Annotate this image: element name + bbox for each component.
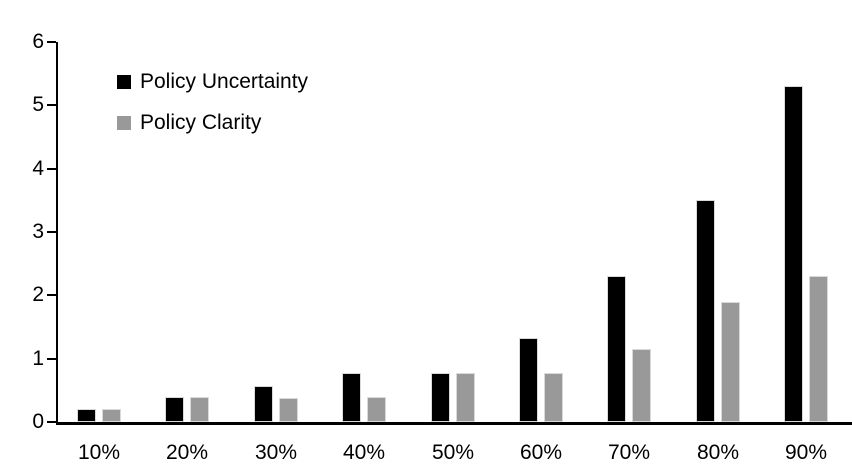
legend-item-policy-clarity: Policy Clarity xyxy=(117,109,308,137)
x-tick-label-40-: 40% xyxy=(342,441,386,464)
y-tick-label-6: 6 xyxy=(32,30,44,53)
legend: Policy Uncertainty Policy Clarity xyxy=(117,68,308,137)
y-tick-mark-5 xyxy=(47,104,56,107)
bar-policy-uncertainty-50- xyxy=(431,373,450,422)
bar-policy-uncertainty-10- xyxy=(77,409,96,422)
y-tick-mark-6 xyxy=(47,41,56,43)
legend-swatch-icon xyxy=(117,75,131,89)
x-tick-label-80-: 80% xyxy=(696,441,740,464)
x-tick-label-10-: 10% xyxy=(77,441,121,464)
bar-policy-clarity-20- xyxy=(190,397,209,422)
y-tick-label-3: 3 xyxy=(32,220,44,243)
bar-policy-clarity-10- xyxy=(102,409,121,422)
y-axis-line xyxy=(56,42,58,422)
bar-policy-clarity-40- xyxy=(367,397,386,422)
y-tick-label-4: 4 xyxy=(32,156,44,180)
legend-item-policy-uncertainty: Policy Uncertainty xyxy=(117,68,308,96)
bar-policy-uncertainty-80- xyxy=(696,200,715,422)
y-tick-mark-1 xyxy=(47,357,56,360)
bar-policy-clarity-80- xyxy=(721,302,740,422)
bar-policy-clarity-30- xyxy=(279,398,298,422)
bar-policy-uncertainty-20- xyxy=(165,397,184,422)
y-tick-label-1: 1 xyxy=(32,346,44,370)
bar-policy-uncertainty-30- xyxy=(254,386,273,422)
bar-policy-uncertainty-40- xyxy=(342,373,361,422)
x-tick-label-70-: 70% xyxy=(607,441,651,464)
x-axis-line xyxy=(56,422,852,425)
y-tick-mark-4 xyxy=(47,167,56,170)
x-tick-label-60-: 60% xyxy=(519,441,563,464)
bar-policy-clarity-70- xyxy=(632,349,651,422)
x-tick-label-90-: 90% xyxy=(784,441,828,464)
bar-policy-uncertainty-70- xyxy=(607,276,626,422)
y-tick-label-5: 5 xyxy=(32,93,44,117)
bar-policy-clarity-90- xyxy=(809,276,828,422)
y-tick-mark-2 xyxy=(47,294,56,297)
bar-policy-uncertainty-60- xyxy=(519,338,538,422)
x-tick-label-50-: 50% xyxy=(431,441,475,464)
legend-swatch-icon xyxy=(117,116,131,130)
y-tick-mark-0 xyxy=(47,421,56,423)
bar-policy-clarity-50- xyxy=(456,373,475,422)
bar-policy-clarity-60- xyxy=(544,373,563,422)
bar-policy-uncertainty-90- xyxy=(784,86,803,422)
x-tick-label-20-: 20% xyxy=(165,441,209,464)
legend-label: Policy Uncertainty xyxy=(140,70,309,93)
y-tick-label-2: 2 xyxy=(32,283,44,307)
x-tick-label-30-: 30% xyxy=(254,441,298,464)
y-tick-label-0: 0 xyxy=(32,410,44,433)
legend-label: Policy Clarity xyxy=(140,111,262,134)
y-tick-mark-3 xyxy=(47,231,56,233)
